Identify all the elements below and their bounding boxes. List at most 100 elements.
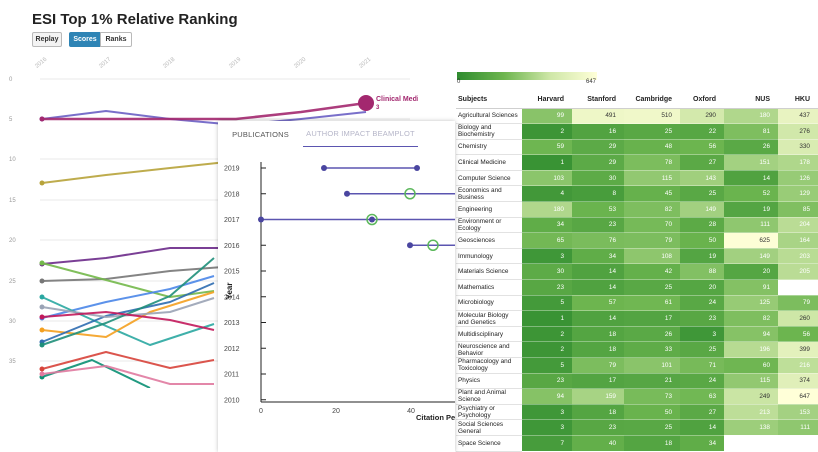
rank-value-cell: 56 (778, 326, 818, 343)
rank-value-cell: 45 (624, 185, 680, 203)
ranking-series-start-dot (39, 371, 45, 377)
highlight-marker (358, 95, 374, 111)
year-tick-label: 2013 (224, 320, 240, 327)
rank-value-cell: 108 (624, 248, 680, 265)
year-tick-label: 2010 (224, 397, 240, 404)
table-row: Microbiology 5 57 61 24 125 79 (456, 295, 818, 312)
rank-value-cell: 19 (680, 248, 724, 265)
citation-tick-label: 40 (407, 408, 415, 415)
column-header-subjects[interactable]: Subjects (456, 92, 522, 109)
rank-value-cell (724, 435, 778, 452)
rank-value-cell: 42 (624, 263, 680, 281)
table-row: Biology and Biochemistry 2 16 25 22 81 276 (456, 123, 818, 140)
rank-value-cell: 1 (522, 154, 572, 171)
rank-value-cell: 71 (680, 357, 724, 374)
rank-value-cell: 196 (724, 341, 778, 358)
rank-value-cell: 213 (724, 404, 778, 421)
rank-value-cell: 79 (778, 295, 818, 312)
column-header-institution[interactable]: NUS (724, 92, 778, 109)
subject-name-cell: Microbiology (456, 295, 522, 312)
rank-value-cell: 79 (572, 357, 624, 374)
rank-value-cell: 399 (778, 341, 818, 358)
rank-value-cell: 164 (778, 232, 818, 249)
rank-value-cell: 23 (522, 279, 572, 296)
subject-name-cell: Molecular Biology and Genetics (456, 310, 522, 327)
y-tick-label: 15 (9, 198, 16, 204)
tab-publications[interactable]: PUBLICATIONS (232, 129, 289, 139)
rank-value-cell: 5 (522, 295, 572, 312)
paper-citation-dot (407, 242, 413, 249)
rank-value-cell: 491 (572, 108, 624, 125)
rank-value-cell: 23 (680, 310, 724, 327)
rank-value-cell: 5 (522, 357, 572, 374)
column-header-institution[interactable]: Cambridge (624, 92, 680, 109)
subject-name-cell: Clinical Medicine (456, 154, 522, 171)
x-tick-label: 2020 (293, 56, 308, 70)
tab-author-impact-beamplot[interactable]: AUTHOR IMPACT BEAMPLOT (303, 121, 418, 147)
rank-value-cell: 115 (624, 170, 680, 187)
rank-value-cell: 14 (572, 263, 624, 281)
rank-value-cell: 330 (778, 139, 818, 156)
rank-value-cell: 14 (680, 419, 724, 436)
rank-value-cell (778, 435, 818, 452)
rank-value-cell: 126 (778, 170, 818, 187)
subject-name-cell: Computer Science (456, 170, 522, 187)
rank-value-cell: 82 (624, 201, 680, 218)
rank-value-cell: 56 (680, 139, 724, 156)
year-tick-label: 2017 (224, 217, 240, 224)
rank-value-cell: 28 (680, 217, 724, 234)
rank-value-cell: 14 (572, 279, 624, 296)
heatmap-legend-min: 0 (457, 79, 461, 85)
rank-value-cell: 3 (522, 248, 572, 265)
rank-value-cell: 65 (522, 232, 572, 249)
column-header-institution[interactable]: HKU (778, 92, 818, 109)
rank-value-cell: 19 (724, 201, 778, 218)
table-row: Psychiatry or Psychology 3 18 50 27 213 153 (456, 404, 818, 421)
rank-value-cell: 50 (624, 404, 680, 421)
rank-value-cell: 25 (680, 185, 724, 203)
rank-value-cell: 138 (724, 419, 778, 436)
rank-value-cell: 94 (724, 326, 778, 343)
table-row: Multidisciplinary 2 18 26 3 94 56 (456, 326, 818, 343)
paper-citation-dot (414, 165, 420, 171)
rank-value-cell: 204 (778, 217, 818, 234)
year-tick-label: 2015 (224, 269, 240, 276)
ranking-series-start-dot (39, 327, 45, 333)
subject-name-cell: Plant and Animal Science (456, 388, 522, 405)
ranking-series-start-dot (39, 366, 45, 372)
column-header-institution[interactable]: Oxford (680, 92, 724, 109)
table-row: Social Sciences General 3 23 25 14 138 111 (456, 419, 818, 436)
column-header-institution[interactable]: Harvard (522, 92, 572, 109)
table-row: Immunology 3 34 108 19 149 203 (456, 248, 818, 265)
rank-value-cell: 59 (522, 139, 572, 156)
x-tick-label: 2019 (228, 56, 243, 70)
paper-citation-dot (344, 190, 350, 197)
rank-value-cell (778, 279, 818, 296)
year-tick-label: 2014 (224, 294, 240, 301)
rank-value-cell: 249 (724, 388, 778, 405)
rank-value-cell: 203 (778, 248, 818, 265)
rank-value-cell: 3 (522, 419, 572, 436)
column-header-institution[interactable]: Stanford (572, 92, 624, 109)
rank-value-cell: 159 (572, 388, 624, 405)
subject-name-cell: Psychiatry or Psychology (456, 404, 522, 421)
rank-value-cell: 151 (724, 154, 778, 171)
rank-value-cell: 63 (680, 388, 724, 405)
rank-value-cell: 14 (724, 170, 778, 187)
rank-value-cell: 34 (522, 217, 572, 234)
rank-value-cell: 3 (680, 326, 724, 343)
table-row: Economics and Business 4 8 45 25 52 129 (456, 185, 818, 203)
y-tick-label: 0 (9, 77, 13, 83)
table-row: Clinical Medicine 1 29 78 27 151 178 (456, 154, 818, 171)
table-row: Agricultural Sciences 99 491 510 290 180 437 (456, 108, 818, 125)
rank-value-cell: 88 (680, 263, 724, 281)
year-tick-label: 2018 (224, 191, 240, 198)
ranking-series-line (41, 275, 215, 319)
y-tick-label: 5 (9, 117, 13, 123)
rank-value-cell: 290 (680, 108, 724, 125)
replay-button[interactable]: Replay (32, 32, 62, 47)
ranks-toggle-button[interactable]: Ranks (100, 32, 132, 47)
y-axis-title: Year (225, 283, 234, 300)
table-row: Space Science 7 40 18 34 (456, 435, 818, 452)
rank-value-cell: 81 (724, 123, 778, 140)
